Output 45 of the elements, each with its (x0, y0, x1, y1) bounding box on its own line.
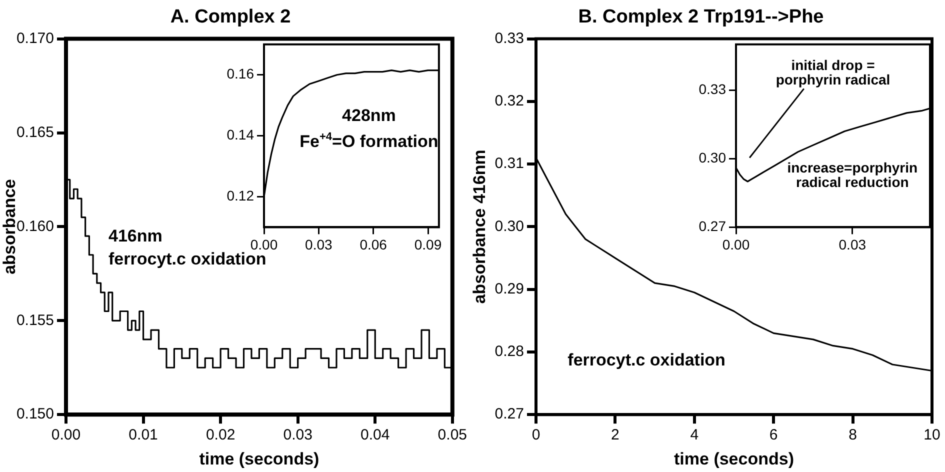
x-tick-label: 0.00 (722, 236, 750, 252)
y-axis-title: absorbance 416nm (470, 150, 489, 304)
x-tick-label: 4 (690, 426, 699, 444)
chart-title: A. Complex 2 (170, 6, 291, 28)
annotation: 416nm (108, 226, 162, 246)
x-tick-label: 8 (848, 426, 857, 444)
chart-title: B. Complex 2 Trp191-->Phe (578, 6, 824, 28)
y-tick-label: 0.14 (226, 126, 254, 143)
y-tick-label: 0.160 (16, 218, 54, 235)
y-tick-label: 0.27 (698, 218, 726, 234)
annotation: increase=porphyrin radical reduction (787, 159, 918, 190)
y-tick-label: 0.29 (494, 280, 524, 298)
x-tick-label: 0.04 (360, 426, 390, 444)
x-tick-label: 0.02 (206, 426, 236, 444)
x-tick-label: 0.03 (838, 236, 866, 252)
x-tick-label: 0 (532, 426, 540, 444)
y-tick-label: 0.150 (16, 406, 54, 423)
x-axis-title: time (seconds) (199, 449, 320, 468)
y-tick-label: 0.30 (494, 218, 524, 235)
annotation: 428nm (342, 106, 396, 126)
x-tick-label: 0.00 (51, 426, 81, 444)
y-tick-label: 0.165 (16, 124, 54, 141)
x-tick-label: 0.09 (414, 236, 442, 252)
x-tick-label: 6 (769, 426, 778, 444)
annotation: initial drop = porphyrin radical (776, 56, 890, 88)
x-tick-label: 0.05 (438, 426, 468, 444)
y-tick-label: 0.28 (494, 343, 524, 360)
y-tick-label: 0.170 (16, 30, 54, 47)
y-tick-label: 0.33 (494, 30, 524, 47)
x-tick-label: 0.03 (283, 426, 312, 444)
y-tick-label: 0.33 (698, 80, 726, 97)
y-tick-label: 0.16 (226, 66, 254, 82)
y-tick-label: 0.27 (494, 406, 524, 423)
x-tick-label: 0.06 (360, 236, 388, 252)
x-tick-label: 2 (611, 426, 620, 444)
y-tick-label: 0.32 (494, 92, 524, 110)
y-tick-label: 0.155 (16, 312, 54, 329)
y-tick-label: 0.12 (226, 188, 254, 204)
x-tick-label: 0.03 (305, 236, 333, 252)
x-axis-title: time (seconds) (674, 449, 794, 468)
x-tick-label: 0.01 (128, 426, 158, 444)
x-tick-label: 10 (924, 426, 940, 444)
annotation: ferrocyt.c oxidation (568, 350, 726, 370)
y-tick-label: 0.30 (698, 150, 726, 166)
y-tick-label: 0.31 (494, 155, 524, 172)
